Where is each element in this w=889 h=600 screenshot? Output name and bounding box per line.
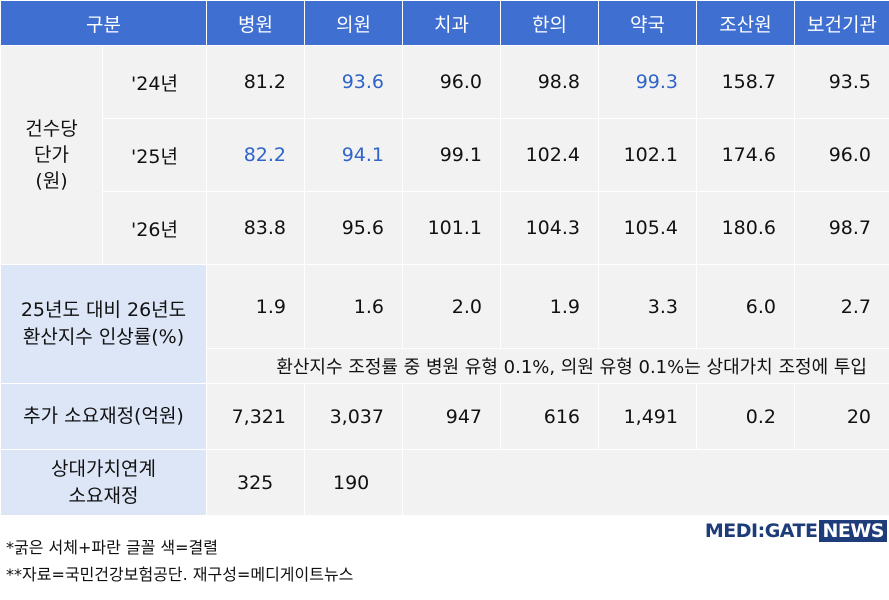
value-cell: 99.1 xyxy=(402,118,501,192)
value-cell: 616 xyxy=(500,383,599,450)
value-cell: 93.5 xyxy=(794,45,889,119)
value-cell-highlight: 93.6 xyxy=(304,45,403,119)
value-cell: 95.6 xyxy=(304,191,403,265)
value-cell: 3,037 xyxy=(304,383,403,450)
value-cell: 1.6 xyxy=(304,264,403,349)
table-row: 환산지수 조정률 중 병원 유형 0.1%, 의원 유형 0.1%는 상대가치 … xyxy=(1,348,889,384)
header-row: 구분 병원 의원 치과 한의 약국 조산원 보건기관 xyxy=(0,0,889,46)
logo-news: NEWS xyxy=(819,520,887,542)
year-label: '24년 xyxy=(102,45,207,119)
table-row: 25년도 대비 26년도 환산지수 인상률(%) 1.9 1.6 2.0 1.9… xyxy=(0,264,889,384)
footnote-source: **자료=국민건강보험공단. 재구성=메디게이트뉴스 xyxy=(6,565,354,584)
value-cell: 81.2 xyxy=(206,45,305,119)
header-health-center: 보건기관 xyxy=(794,0,889,46)
fee-table: 구분 병원 의원 치과 한의 약국 조산원 보건기관 건수당 단가 (원) '2… xyxy=(0,0,889,516)
additional-finance-label: 추가 소요재정(억원) xyxy=(0,383,207,450)
value-cell: 2.7 xyxy=(794,264,889,349)
relative-value-label-line1: 상대가치연계 xyxy=(51,457,156,480)
year-label: '25년 xyxy=(102,118,207,192)
value-cell: 98.8 xyxy=(500,45,599,119)
value-cell-highlight: 82.2 xyxy=(206,118,305,192)
value-cell: 101.1 xyxy=(402,191,501,265)
value-cell: 98.7 xyxy=(794,191,889,265)
value-cell: 83.8 xyxy=(206,191,305,265)
value-cell: 325 xyxy=(206,449,305,516)
header-dental: 치과 xyxy=(402,0,501,46)
value-cell: 105.4 xyxy=(598,191,697,265)
value-cell: 0.2 xyxy=(696,383,795,450)
value-cell: 947 xyxy=(402,383,501,450)
header-clinic: 의원 xyxy=(304,0,403,46)
increase-rate-label: 25년도 대비 26년도 환산지수 인상률(%) xyxy=(0,264,207,384)
value-cell: 96.0 xyxy=(402,45,501,119)
year-label: '26년 xyxy=(102,191,207,265)
unit-price-label-line2: 단가 xyxy=(34,144,69,166)
relative-value-label-line2: 소요재정 xyxy=(68,484,139,507)
relative-value-label: 상대가치연계 소요재정 xyxy=(0,449,207,516)
value-cell-highlight: 94.1 xyxy=(304,118,403,192)
medigate-news-logo: MEDI:GATE NEWS xyxy=(705,520,887,542)
value-cell: 1,491 xyxy=(598,383,697,450)
value-cell-highlight: 99.3 xyxy=(598,45,697,119)
increase-rate-label-line2: 환산지수 인상률(%) xyxy=(22,326,185,348)
value-cell: 158.7 xyxy=(696,45,795,119)
value-cell: 180.6 xyxy=(696,191,795,265)
value-cell: 6.0 xyxy=(696,264,795,349)
empty-cell xyxy=(402,449,889,516)
value-cell: 102.4 xyxy=(500,118,599,192)
table-row: 상대가치연계 소요재정 325 190 xyxy=(0,449,889,516)
header-oriental: 한의 xyxy=(500,0,599,46)
table-row: 추가 소요재정(억원) 7,321 3,037 947 616 1,491 0.… xyxy=(0,383,889,450)
footnote-bold-blue: *굵은 서체+파란 글꼴 색=결렬 xyxy=(6,538,218,557)
value-cell: 7,321 xyxy=(206,383,305,450)
adjustment-note: 환산지수 조정률 중 병원 유형 0.1%, 의원 유형 0.1%는 상대가치 … xyxy=(206,348,889,384)
value-cell: 2.0 xyxy=(402,264,501,349)
table-row: '26년 83.8 95.6 101.1 104.3 105.4 180.6 9… xyxy=(1,191,889,265)
header-midwife: 조산원 xyxy=(696,0,795,46)
value-cell: 20 xyxy=(794,383,889,450)
logo-medigate: MEDI:GATE xyxy=(704,520,818,542)
table-row: '25년 82.2 94.1 99.1 102.4 102.1 174.6 96… xyxy=(1,118,889,192)
value-cell: 174.6 xyxy=(696,118,795,192)
unit-price-label-line3: (원) xyxy=(35,170,68,192)
value-cell: 96.0 xyxy=(794,118,889,192)
unit-price-label: 건수당 단가 (원) xyxy=(0,45,103,265)
value-cell: 190 xyxy=(304,449,403,516)
value-cell: 1.9 xyxy=(500,264,599,349)
unit-price-label-line1: 건수당 xyxy=(25,118,78,140)
header-category: 구분 xyxy=(0,0,207,46)
value-cell: 3.3 xyxy=(598,264,697,349)
value-cell: 102.1 xyxy=(598,118,697,192)
value-cell: 104.3 xyxy=(500,191,599,265)
header-pharmacy: 약국 xyxy=(598,0,697,46)
table-row: 건수당 단가 (원) '24년 81.2 93.6 96.0 98.8 99.3… xyxy=(0,45,889,265)
value-cell: 1.9 xyxy=(206,264,305,349)
increase-rate-label-line1: 25년도 대비 26년도 xyxy=(20,299,187,321)
header-hospital: 병원 xyxy=(206,0,305,46)
